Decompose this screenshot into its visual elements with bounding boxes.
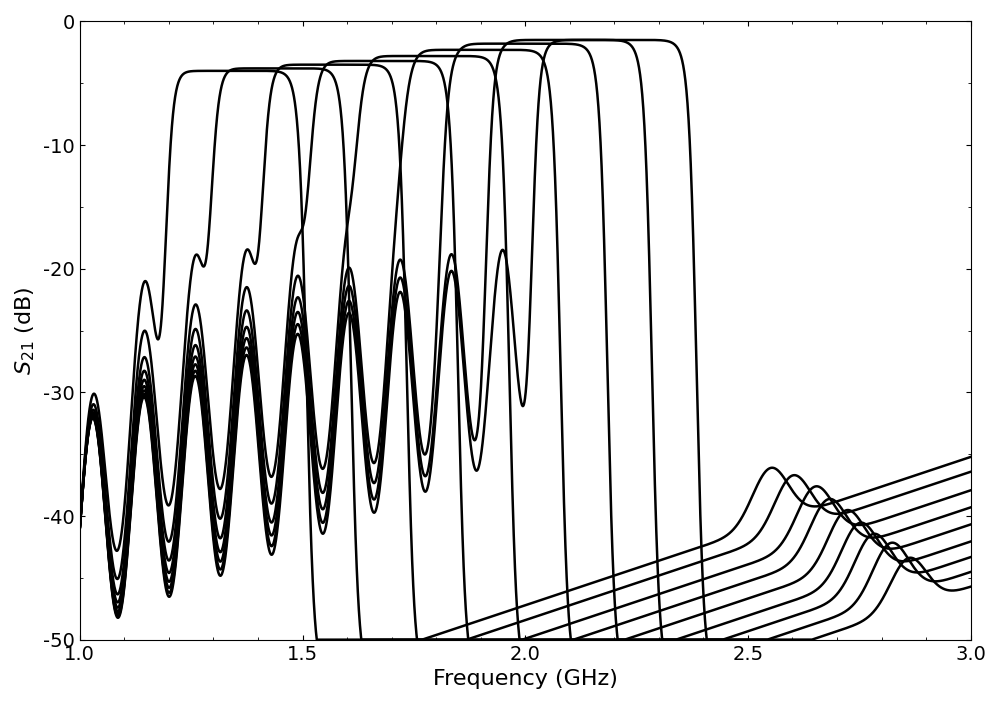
Y-axis label: $S_{21}$ (dB): $S_{21}$ (dB) [14,286,37,375]
X-axis label: Frequency (GHz): Frequency (GHz) [433,669,618,689]
